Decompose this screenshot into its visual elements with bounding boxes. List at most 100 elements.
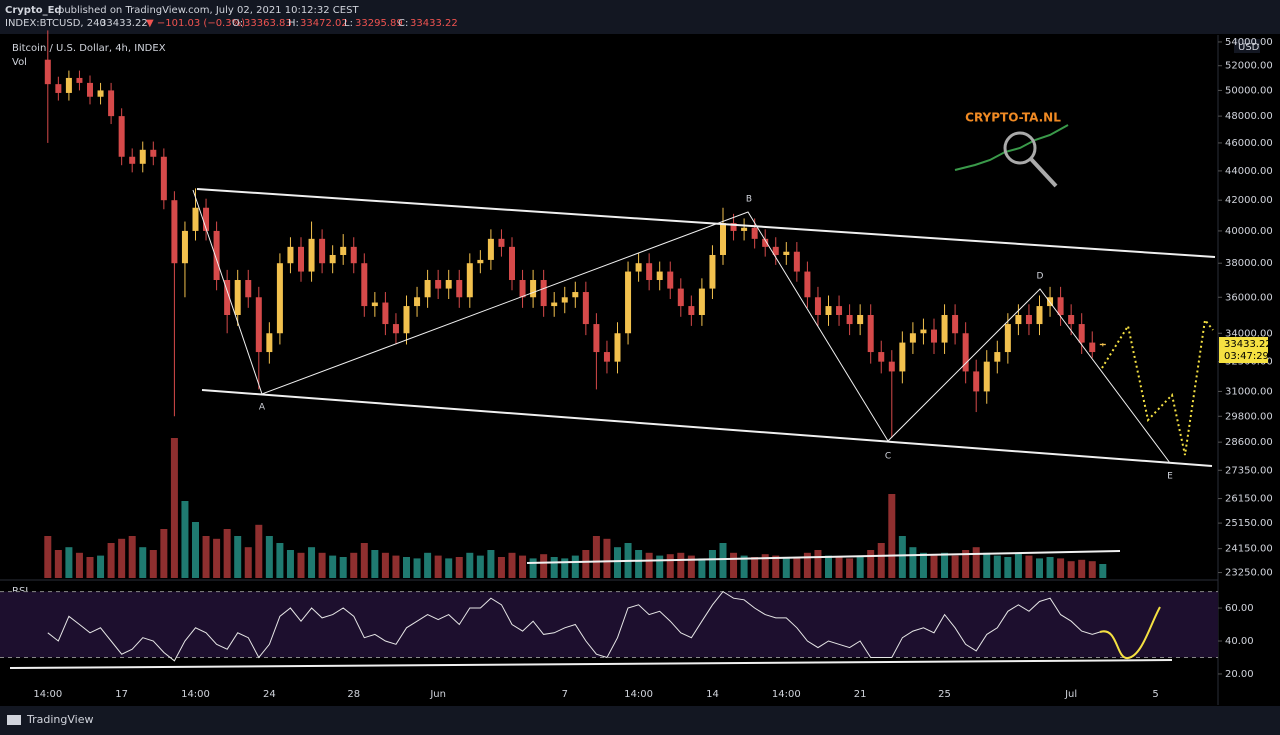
volume-bar xyxy=(782,557,790,578)
watermark-text: CRYPTO-TA.NL xyxy=(965,111,1061,125)
wave-label: E xyxy=(1167,472,1173,482)
annotations: A B C D E xyxy=(9,188,1216,669)
x-tick-label: 14 xyxy=(706,689,719,700)
volume-bar xyxy=(1004,557,1012,578)
rsi-tick-label: 20.00 xyxy=(1225,669,1254,680)
rsi-label: RSI xyxy=(12,586,28,597)
volume-bar xyxy=(1036,558,1043,578)
candle-body xyxy=(530,280,537,298)
candle-body xyxy=(1089,342,1096,353)
candle-body xyxy=(371,302,378,307)
candle-body xyxy=(646,263,653,281)
volume-bar xyxy=(54,550,62,578)
x-tick-label: Jun xyxy=(429,689,446,700)
volume-bar xyxy=(65,547,73,578)
y-tick-label: 25150.00 xyxy=(1225,518,1273,529)
candle-body xyxy=(445,280,452,289)
x-tick-label: 21 xyxy=(854,689,867,700)
candle-body xyxy=(108,90,115,117)
last-price: 33433.22 xyxy=(100,18,148,29)
candle-body xyxy=(150,149,157,157)
y-tick-label: 44000.00 xyxy=(1225,166,1273,177)
y-tick-label: 38000.00 xyxy=(1225,258,1273,269)
volume-bar xyxy=(371,550,379,578)
x-tick-label: 28 xyxy=(347,689,360,700)
candle-body xyxy=(941,315,948,343)
candle-body xyxy=(466,263,473,298)
volume-bar xyxy=(846,558,854,578)
candle-body xyxy=(245,280,252,298)
y-tick-label: 42000.00 xyxy=(1225,195,1273,206)
candle-body xyxy=(751,227,758,239)
volume-bar xyxy=(571,555,579,578)
volume-bar xyxy=(761,554,769,578)
candle-body xyxy=(656,271,663,281)
volume-bar xyxy=(466,552,474,578)
volume-bar xyxy=(941,552,949,578)
candle-body xyxy=(1015,315,1022,325)
candle-body xyxy=(97,90,104,97)
price-tag xyxy=(1219,337,1268,363)
candle-body xyxy=(804,271,811,298)
volume-bar xyxy=(888,494,896,578)
candle-body xyxy=(118,116,125,157)
rsi-trendline xyxy=(9,659,1173,669)
candle-body xyxy=(298,246,304,272)
volume-bar xyxy=(825,555,832,578)
candle-body xyxy=(392,324,399,334)
ohlc-label: L: xyxy=(344,18,353,29)
volume-bar xyxy=(286,550,294,578)
volume-bar xyxy=(993,555,1001,578)
volume-bar xyxy=(170,438,178,578)
candle-body xyxy=(287,246,294,264)
candle-body xyxy=(55,84,62,93)
volume-bar xyxy=(835,557,843,578)
candle-body xyxy=(741,227,748,231)
volume-bar xyxy=(909,547,917,578)
volume-bar xyxy=(972,547,980,578)
volume-bar xyxy=(708,550,716,578)
volume-bar xyxy=(1088,561,1096,578)
candle-body xyxy=(276,263,283,334)
volume-bar xyxy=(772,555,780,578)
candle-body xyxy=(846,315,853,325)
volume-bar xyxy=(751,557,759,578)
candle-body xyxy=(171,200,178,264)
x-tick-label: 7 xyxy=(562,689,568,700)
candle-body xyxy=(540,280,547,307)
candle-body xyxy=(76,77,83,83)
volume-bar xyxy=(234,536,242,578)
candle-body xyxy=(836,306,843,316)
channel-bottom xyxy=(201,389,1213,467)
candle-body xyxy=(962,333,969,372)
volume-bar xyxy=(793,558,801,578)
volume-bar xyxy=(265,536,273,578)
volume-bar xyxy=(223,529,231,578)
volume-bar xyxy=(677,552,685,578)
footer-bar xyxy=(0,706,1280,735)
candle-body xyxy=(477,259,484,264)
y-tick-label: 24150.00 xyxy=(1225,544,1273,555)
candle-body xyxy=(667,271,674,289)
candle-body xyxy=(920,329,927,334)
candle-body xyxy=(551,302,558,307)
volume-bar xyxy=(582,550,590,578)
x-tick-label: 14:00 xyxy=(181,689,210,700)
volume-bar xyxy=(97,555,105,578)
volume-bar xyxy=(318,552,326,578)
watermark-handle xyxy=(1029,157,1058,188)
wave-label: D xyxy=(1037,272,1044,282)
candle-body xyxy=(783,251,790,255)
volume-bar xyxy=(930,555,938,578)
y-tick-label: 52000.00 xyxy=(1225,61,1273,72)
candle-body xyxy=(878,352,885,362)
candle-body xyxy=(213,230,220,281)
volume-bar xyxy=(139,547,147,578)
countdown: 03:47:29 xyxy=(1224,351,1269,362)
candle-body xyxy=(87,82,93,97)
candle-body xyxy=(709,254,716,289)
candle-body xyxy=(1057,297,1064,316)
volume-bar xyxy=(424,552,432,578)
volume-bar xyxy=(75,552,83,578)
